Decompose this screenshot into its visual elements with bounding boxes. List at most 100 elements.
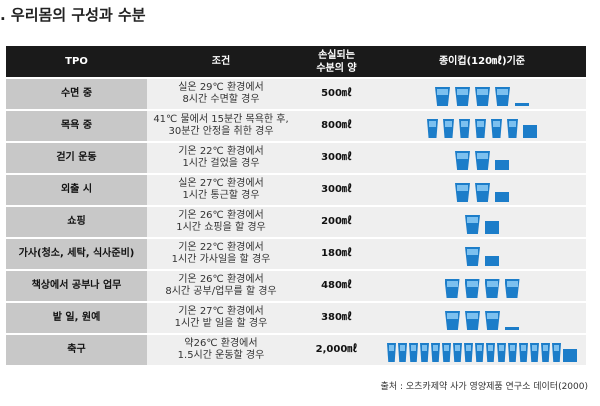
condition-cell: 기온 26℃ 환경에서 8시간 공부/업무를 할 경우 [147,271,295,301]
partial-cup-icon [495,160,509,170]
condition-line-2: 1시간 쇼핑을 할 경우 [176,222,266,233]
paper-cup-icon [484,279,500,298]
table-row: 수면 중 실온 29℃ 환경에서 8시간 수면할 경우 500㎖ [6,79,586,109]
condition-line-2: 1시간 밭 일을 할 경우 [174,318,268,329]
loss-cell: 180㎖ [295,239,378,269]
tpo-cell: 축구 [6,335,147,365]
condition-cell: 41℃ 물에서 15분간 목욕한 후, 30분간 안정을 취한 경우 [147,111,295,141]
loss-cell: 300㎖ [295,143,378,173]
table-header-row: TPO 조건 손실되는 수분의 양 종이컵(120㎖)기준 [6,46,586,77]
paper-cup-icon [491,119,502,138]
table-row: 외출 시 실온 27℃ 환경에서 1시간 통근할 경우 300㎖ [6,175,586,205]
paper-cup-icon [427,119,438,138]
paper-cup-icon [552,343,561,362]
header-tpo: TPO [6,46,147,77]
partial-cup-icon [563,349,577,362]
condition-line-1: 기온 27℃ 환경에서 [178,306,264,317]
loss-cell: 480㎖ [295,271,378,301]
condition-line-1: 실온 27℃ 환경에서 [178,178,264,189]
cups-cell [378,207,586,237]
table-row: 밭 일, 원예 기온 27℃ 환경에서 1시간 밭 일을 할 경우 380㎖ [6,303,586,333]
cups-cell [378,111,586,141]
table-row: 책상에서 공부나 업무 기온 26℃ 환경에서 8시간 공부/업무를 할 경우 480… [6,271,586,301]
paper-cup-icon [486,343,495,362]
tpo-cell: 책상에서 공부나 업무 [6,271,147,301]
condition-cell: 기온 22℃ 환경에서 1시간 가사일을 할 경우 [147,239,295,269]
condition-line-2: 1시간 걸었을 경우 [182,158,260,169]
cups-cell [378,303,586,333]
cups-cell [378,335,586,365]
loss-cell: 380㎖ [295,303,378,333]
paper-cup-icon [464,279,480,298]
condition-line-1: 기온 26℃ 환경에서 [178,210,264,221]
paper-cup-icon [508,343,517,362]
cups-cell [378,143,586,173]
paper-cup-icon [445,311,460,330]
cups-cell [378,175,586,205]
tpo-cell: 외출 시 [6,175,147,205]
condition-line-1: 기온 22℃ 환경에서 [178,242,264,253]
tpo-cell: 목욕 중 [6,111,147,141]
paper-cup-icon [398,343,407,362]
paper-cup-icon [485,311,500,330]
page-title: . 우리몸의 구성과 수분 [0,6,146,24]
paper-cup-icon [387,343,396,362]
paper-cup-icon [455,87,470,106]
tpo-cell: 쇼핑 [6,207,147,237]
paper-cup-icon [475,119,486,138]
partial-cup-icon [505,327,519,330]
partial-cup-icon [495,192,509,202]
loss-cell: 800㎖ [295,111,378,141]
paper-cup-icon [431,343,440,362]
header-cups: 종이컵(120㎖)기준 [378,46,586,77]
table-row: 가사(청소, 세탁, 식사준비) 기온 22℃ 환경에서 1시간 가사일을 할 경우… [6,239,586,269]
tpo-cell: 밭 일, 원예 [6,303,147,333]
tpo-cell: 수면 중 [6,79,147,109]
paper-cup-icon [507,119,518,138]
condition-cell: 기온 22℃ 환경에서 1시간 걸었을 경우 [147,143,295,173]
condition-line-2: 1시간 통근할 경우 [182,190,260,201]
paper-cup-icon [453,343,462,362]
paper-cup-icon [455,183,470,202]
cups-cell [378,271,586,301]
paper-cup-icon [459,119,470,138]
cups-cell [378,79,586,109]
condition-line-1: 실온 29℃ 환경에서 [178,82,264,93]
table-row: 목욕 중 41℃ 물에서 15분간 목욕한 후, 30분간 안정을 취한 경우 800… [6,111,586,141]
partial-cup-icon [523,125,537,138]
paper-cup-icon [409,343,418,362]
paper-cup-icon [475,87,490,106]
table-row: 축구 약26℃ 환경에서 1.5시간 운동할 경우 2,000㎖ [6,335,586,365]
condition-line-2: 30분간 안정을 취한 경우 [168,126,274,137]
paper-cup-icon [504,279,520,298]
condition-line-2: 1.5시간 운동할 경우 [177,350,265,361]
paper-cup-icon [497,343,506,362]
table-row: 걷기 운동 기온 22℃ 환경에서 1시간 걸었을 경우 300㎖ [6,143,586,173]
condition-line-1: 41℃ 물에서 15분간 목욕한 후, [153,114,289,125]
condition-line-1: 약26℃ 환경에서 [184,338,258,349]
paper-cup-icon [443,119,454,138]
partial-cup-icon [485,221,499,234]
loss-cell: 500㎖ [295,79,378,109]
water-loss-table: TPO 조건 손실되는 수분의 양 종이컵(120㎖)기준 수면 중 실온 29℃… [6,44,586,367]
loss-cell: 300㎖ [295,175,378,205]
paper-cup-icon [475,343,484,362]
condition-cell: 실온 27℃ 환경에서 1시간 통근할 경우 [147,175,295,205]
header-loss: 손실되는 수분의 양 [295,46,378,77]
loss-cell: 200㎖ [295,207,378,237]
condition-cell: 실온 29℃ 환경에서 8시간 수면할 경우 [147,79,295,109]
condition-cell: 기온 26℃ 환경에서 1시간 쇼핑을 할 경우 [147,207,295,237]
paper-cup-icon [519,343,528,362]
paper-cup-icon [465,215,480,234]
paper-cup-icon [455,151,470,170]
condition-line-1: 기온 22℃ 환경에서 [178,146,264,157]
condition-cell: 약26℃ 환경에서 1.5시간 운동할 경우 [147,335,295,365]
paper-cup-icon [435,87,450,106]
condition-line-2: 1시간 가사일을 할 경우 [171,254,271,265]
paper-cup-icon [464,343,473,362]
condition-line-1: 기온 26℃ 환경에서 [178,274,264,285]
paper-cup-icon [475,151,490,170]
paper-cup-icon [442,343,451,362]
source-note: 출처 : 오츠카제약 사가 영양제품 연구소 데이터(2000) [380,382,588,392]
paper-cup-icon [465,247,480,266]
